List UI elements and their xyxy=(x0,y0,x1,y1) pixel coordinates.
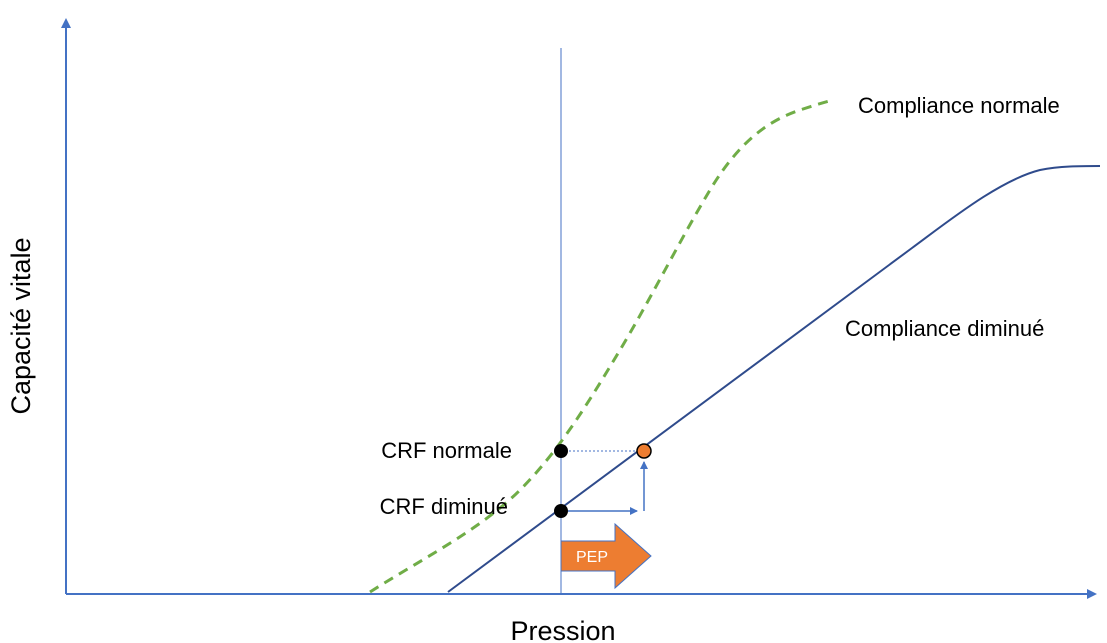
compliance-normale-label: Compliance normale xyxy=(858,93,1060,118)
y-axis-label: Capacité vitale xyxy=(6,237,36,414)
compliance-diminue-label: Compliance diminué xyxy=(845,316,1044,341)
crf-diminue-label: CRF diminué xyxy=(380,494,508,519)
crf-diminue-point xyxy=(554,504,568,518)
crf-after-pep-point xyxy=(636,443,652,459)
crf-normale-label: CRF normale xyxy=(381,438,512,463)
x-axis-label: Pression xyxy=(510,616,615,643)
pep-block-arrow xyxy=(560,522,652,590)
compliance-normale-curve xyxy=(369,98,834,594)
compliance-diminue-curve xyxy=(447,165,1101,593)
crf-normale-point xyxy=(554,444,568,458)
pep-label: PEP xyxy=(576,549,608,566)
